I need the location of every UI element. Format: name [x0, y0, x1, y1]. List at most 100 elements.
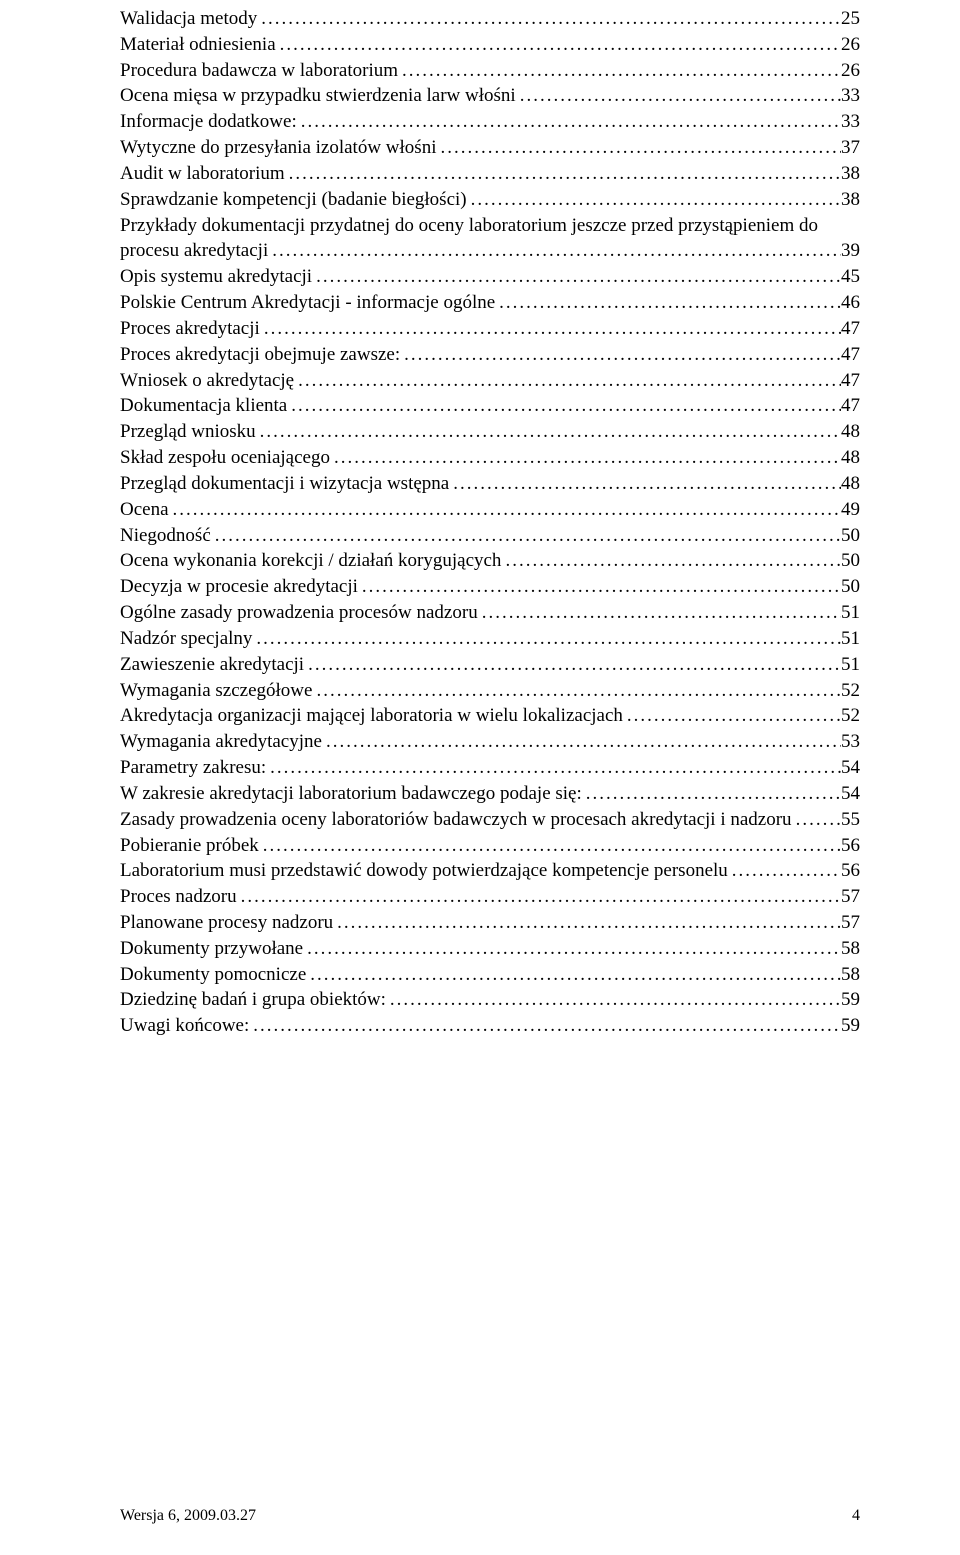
toc-entry-label: procesu akredytacji — [120, 238, 268, 264]
toc-row: Sprawdzanie kompetencji (badanie biegłoś… — [120, 187, 860, 213]
toc-dot-leader — [256, 419, 841, 445]
toc-entry-page: 39 — [841, 238, 860, 264]
toc-entry-label: W zakresie akredytacji laboratorium bada… — [120, 781, 582, 807]
toc-entry-label: Wymagania szczegółowe — [120, 678, 312, 704]
toc-entry-label: Planowane procesy nadzoru — [120, 910, 333, 936]
toc-entry-page: 49 — [841, 497, 860, 523]
toc-entry-label: Zasady prowadzenia oceny laboratoriów ba… — [120, 807, 792, 833]
toc-row: Skład zespołu oceniającego 48 — [120, 445, 860, 471]
toc-entry-page: 52 — [841, 678, 860, 704]
toc-entry-page: 57 — [841, 884, 860, 910]
toc-entry-label: Procedura badawcza w laboratorium — [120, 58, 398, 84]
toc-entry-page: 52 — [841, 703, 860, 729]
toc-entry-label: Dokumentacja klienta — [120, 393, 287, 419]
toc-entry-page: 56 — [841, 833, 860, 859]
toc-row: Walidacja metody 25 — [120, 6, 860, 32]
toc-entry-page: 59 — [841, 1013, 860, 1039]
page-footer: Wersja 6, 2009.03.27 4 — [120, 1507, 860, 1525]
toc-row: Opis systemu akredytacji 45 — [120, 264, 860, 290]
toc-dot-leader — [285, 161, 841, 187]
toc-dot-leader — [276, 32, 841, 58]
toc-dot-leader — [501, 548, 841, 574]
toc-dot-leader — [358, 574, 841, 600]
toc-dot-leader — [260, 316, 841, 342]
toc-dot-leader — [252, 626, 841, 652]
toc-entry-page: 47 — [841, 393, 860, 419]
toc-dot-leader — [333, 910, 841, 936]
toc-row: Decyzja w procesie akredytacji50 — [120, 574, 860, 600]
toc-entry-page: 25 — [841, 6, 860, 32]
toc-entry-page: 38 — [841, 187, 860, 213]
toc-entry-page: 46 — [841, 290, 860, 316]
toc-row: Pobieranie próbek 56 — [120, 833, 860, 859]
toc-entry-label: Walidacja metody — [120, 6, 257, 32]
toc-row: Materiał odniesienia26 — [120, 32, 860, 58]
toc-entry-label: Przykłady dokumentacji przydatnej do oce… — [120, 213, 818, 239]
toc-dot-leader — [386, 987, 841, 1013]
toc-dot-leader — [449, 471, 841, 497]
toc-entry-page: 50 — [841, 574, 860, 600]
toc-entry-page: 48 — [841, 419, 860, 445]
toc-row: Zawieszenie akredytacji51 — [120, 652, 860, 678]
toc-dot-leader — [169, 497, 841, 523]
table-of-contents: Walidacja metody 25Materiał odniesienia26… — [120, 0, 860, 1039]
toc-entry-label: Proces akredytacji obejmuje zawsze: — [120, 342, 400, 368]
toc-dot-leader — [330, 445, 841, 471]
toc-entry-page: 47 — [841, 316, 860, 342]
toc-entry-page: 51 — [841, 652, 860, 678]
toc-entry-page: 55 — [841, 807, 860, 833]
toc-row: Niegodność50 — [120, 523, 860, 549]
toc-dot-leader — [303, 936, 841, 962]
toc-entry-page: 33 — [841, 109, 860, 135]
toc-entry-page: 48 — [841, 445, 860, 471]
footer-version: Wersja 6, 2009.03.27 — [120, 1507, 256, 1525]
toc-entry-label: Ocena mięsa w przypadku stwierdzenia lar… — [120, 83, 516, 109]
toc-dot-leader — [322, 729, 841, 755]
toc-entry-label: Sprawdzanie kompetencji (badanie biegłoś… — [120, 187, 467, 213]
toc-row: Proces nadzoru57 — [120, 884, 860, 910]
toc-entry-label: Parametry zakresu: — [120, 755, 266, 781]
toc-entry-label: Dziedzinę badań i grupa obiektów: — [120, 987, 386, 1013]
toc-row: Dokumenty przywołane58 — [120, 936, 860, 962]
toc-entry-label: Skład zespołu oceniającego — [120, 445, 330, 471]
toc-entry-label: Uwagi końcowe: — [120, 1013, 249, 1039]
toc-entry-label: Ogólne zasady prowadzenia procesów nadzo… — [120, 600, 478, 626]
toc-entry-page: 45 — [841, 264, 860, 290]
toc-dot-leader — [297, 109, 841, 135]
toc-entry-page: 38 — [841, 161, 860, 187]
toc-row: Ocena mięsa w przypadku stwierdzenia lar… — [120, 83, 860, 109]
toc-row: Ogólne zasady prowadzenia procesów nadzo… — [120, 600, 860, 626]
toc-dot-leader — [259, 833, 841, 859]
toc-entry-page: 54 — [841, 781, 860, 807]
toc-entry-label: Polskie Centrum Akredytacji - informacje… — [120, 290, 495, 316]
toc-dot-leader — [516, 83, 841, 109]
toc-entry-label: Pobieranie próbek — [120, 833, 259, 859]
toc-entry-page: 54 — [841, 755, 860, 781]
toc-dot-leader — [495, 290, 841, 316]
toc-entry-label: Wytyczne do przesyłania izolatów włośni — [120, 135, 436, 161]
toc-entry-label: Opis systemu akredytacji — [120, 264, 312, 290]
toc-dot-leader — [266, 755, 841, 781]
toc-dot-leader — [249, 1013, 841, 1039]
toc-dot-leader — [400, 342, 841, 368]
toc-row: Planowane procesy nadzoru57 — [120, 910, 860, 936]
toc-dot-leader — [237, 884, 841, 910]
toc-row: Informacje dodatkowe:33 — [120, 109, 860, 135]
toc-entry-page: 47 — [841, 342, 860, 368]
toc-row: Ocena 49 — [120, 497, 860, 523]
toc-entry-label: Nadzór specjalny — [120, 626, 252, 652]
toc-entry-label: Wniosek o akredytację — [120, 368, 294, 394]
toc-dot-leader — [312, 264, 841, 290]
toc-row: Przegląd dokumentacji i wizytacja wstępn… — [120, 471, 860, 497]
toc-dot-leader — [257, 6, 841, 32]
toc-row: Wytyczne do przesyłania izolatów włośni 3… — [120, 135, 860, 161]
toc-row: Wymagania szczegółowe 52 — [120, 678, 860, 704]
toc-entry-page: 50 — [841, 523, 860, 549]
toc-dot-leader — [312, 678, 841, 704]
toc-row: Audit w laboratorium38 — [120, 161, 860, 187]
toc-entry-label: Akredytacja organizacji mającej laborato… — [120, 703, 623, 729]
toc-entry-label: Ocena — [120, 497, 169, 523]
toc-dot-leader — [436, 135, 841, 161]
toc-entry-page: 37 — [841, 135, 860, 161]
toc-dot-leader — [728, 858, 841, 884]
